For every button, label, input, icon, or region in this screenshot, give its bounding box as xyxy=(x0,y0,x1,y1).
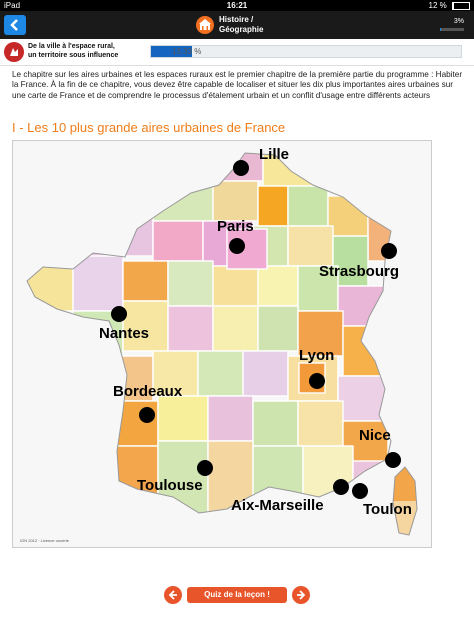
chapter-title-line1: De la ville à l'espace rural, xyxy=(28,43,115,50)
city-label-lille: Lille xyxy=(259,146,290,163)
city-label-toulon: Toulon xyxy=(363,501,412,518)
back-arrow-icon xyxy=(10,19,18,31)
city-label-paris: Paris xyxy=(217,218,254,235)
chapter-progress-label: 13.33 % xyxy=(172,47,202,56)
city-marker-toulon xyxy=(352,483,368,499)
map-credit: IGN 2012 · Licence ouverte xyxy=(20,538,69,543)
france-map: IGN 2012 · Licence ouverte Lille Paris S… xyxy=(12,140,432,548)
city-label-strasbourg: Strasbourg xyxy=(319,263,400,280)
chapter-progress-fill xyxy=(151,46,193,57)
quiz-button[interactable]: Quiz de la leçon ! xyxy=(187,587,287,603)
nav-bar: Histoire / Géographie 3% xyxy=(0,11,474,39)
subject-title-text: Histoire / Géographie xyxy=(219,15,263,35)
city-label-bordeaux: Bordeaux xyxy=(113,383,183,400)
city-label-nantes: Nantes xyxy=(99,325,150,342)
city-label-nice: Nice xyxy=(359,427,391,444)
city-marker-lyon xyxy=(309,373,325,389)
back-button[interactable] xyxy=(4,15,26,35)
clock: 16:21 xyxy=(226,1,248,10)
overall-progress-label: 3% xyxy=(453,18,464,25)
previous-button[interactable] xyxy=(164,586,182,604)
overall-progress-fill xyxy=(440,28,441,31)
next-arrow-icon xyxy=(297,590,306,600)
city-marker-lille xyxy=(233,160,249,176)
city-marker-strasbourg xyxy=(381,243,397,259)
next-button[interactable] xyxy=(292,586,310,604)
chapter-bar: De la ville à l'espace rural, un territo… xyxy=(0,39,474,66)
intro-paragraph: Le chapitre sur les aires urbaines et le… xyxy=(12,70,463,100)
city-marker-paris xyxy=(229,238,245,254)
chapter-progress-bar: 13.33 % xyxy=(150,45,462,58)
battery-indicator: 12 % xyxy=(429,1,470,10)
city-label-lyon: Lyon xyxy=(299,347,335,364)
subject-title-line2: Géographie xyxy=(219,25,264,34)
section-title: I - Les 10 plus grande aires urbaines de… xyxy=(12,120,286,135)
battery-icon xyxy=(452,1,470,10)
city-marker-bordeaux xyxy=(139,407,155,423)
chapter-title: De la ville à l'espace rural, un territo… xyxy=(28,42,138,60)
france-map-drawing xyxy=(13,141,431,547)
city-label-toulouse: Toulouse xyxy=(137,477,203,494)
city-marker-nantes xyxy=(111,306,127,322)
history-geo-icon xyxy=(196,16,214,34)
battery-label: 12 % xyxy=(428,1,447,10)
subject-title-line1: Histoire / xyxy=(219,15,254,24)
prev-arrow-icon xyxy=(168,590,177,600)
city-marker-aix-marseille xyxy=(333,479,349,495)
city-marker-toulouse xyxy=(197,460,213,476)
status-bar: iPad 16:21 12 % xyxy=(0,0,474,11)
city-label-aix-marseille: Aix-Marseille xyxy=(231,497,324,514)
chapter-title-line2: un territoire sous influence xyxy=(28,52,119,59)
overall-progress-bar xyxy=(440,28,464,31)
carrier-label: iPad xyxy=(4,1,21,10)
quiz-navigation: Quiz de la leçon ! xyxy=(164,586,310,604)
chapter-icon xyxy=(4,42,24,62)
city-marker-nice xyxy=(385,452,401,468)
